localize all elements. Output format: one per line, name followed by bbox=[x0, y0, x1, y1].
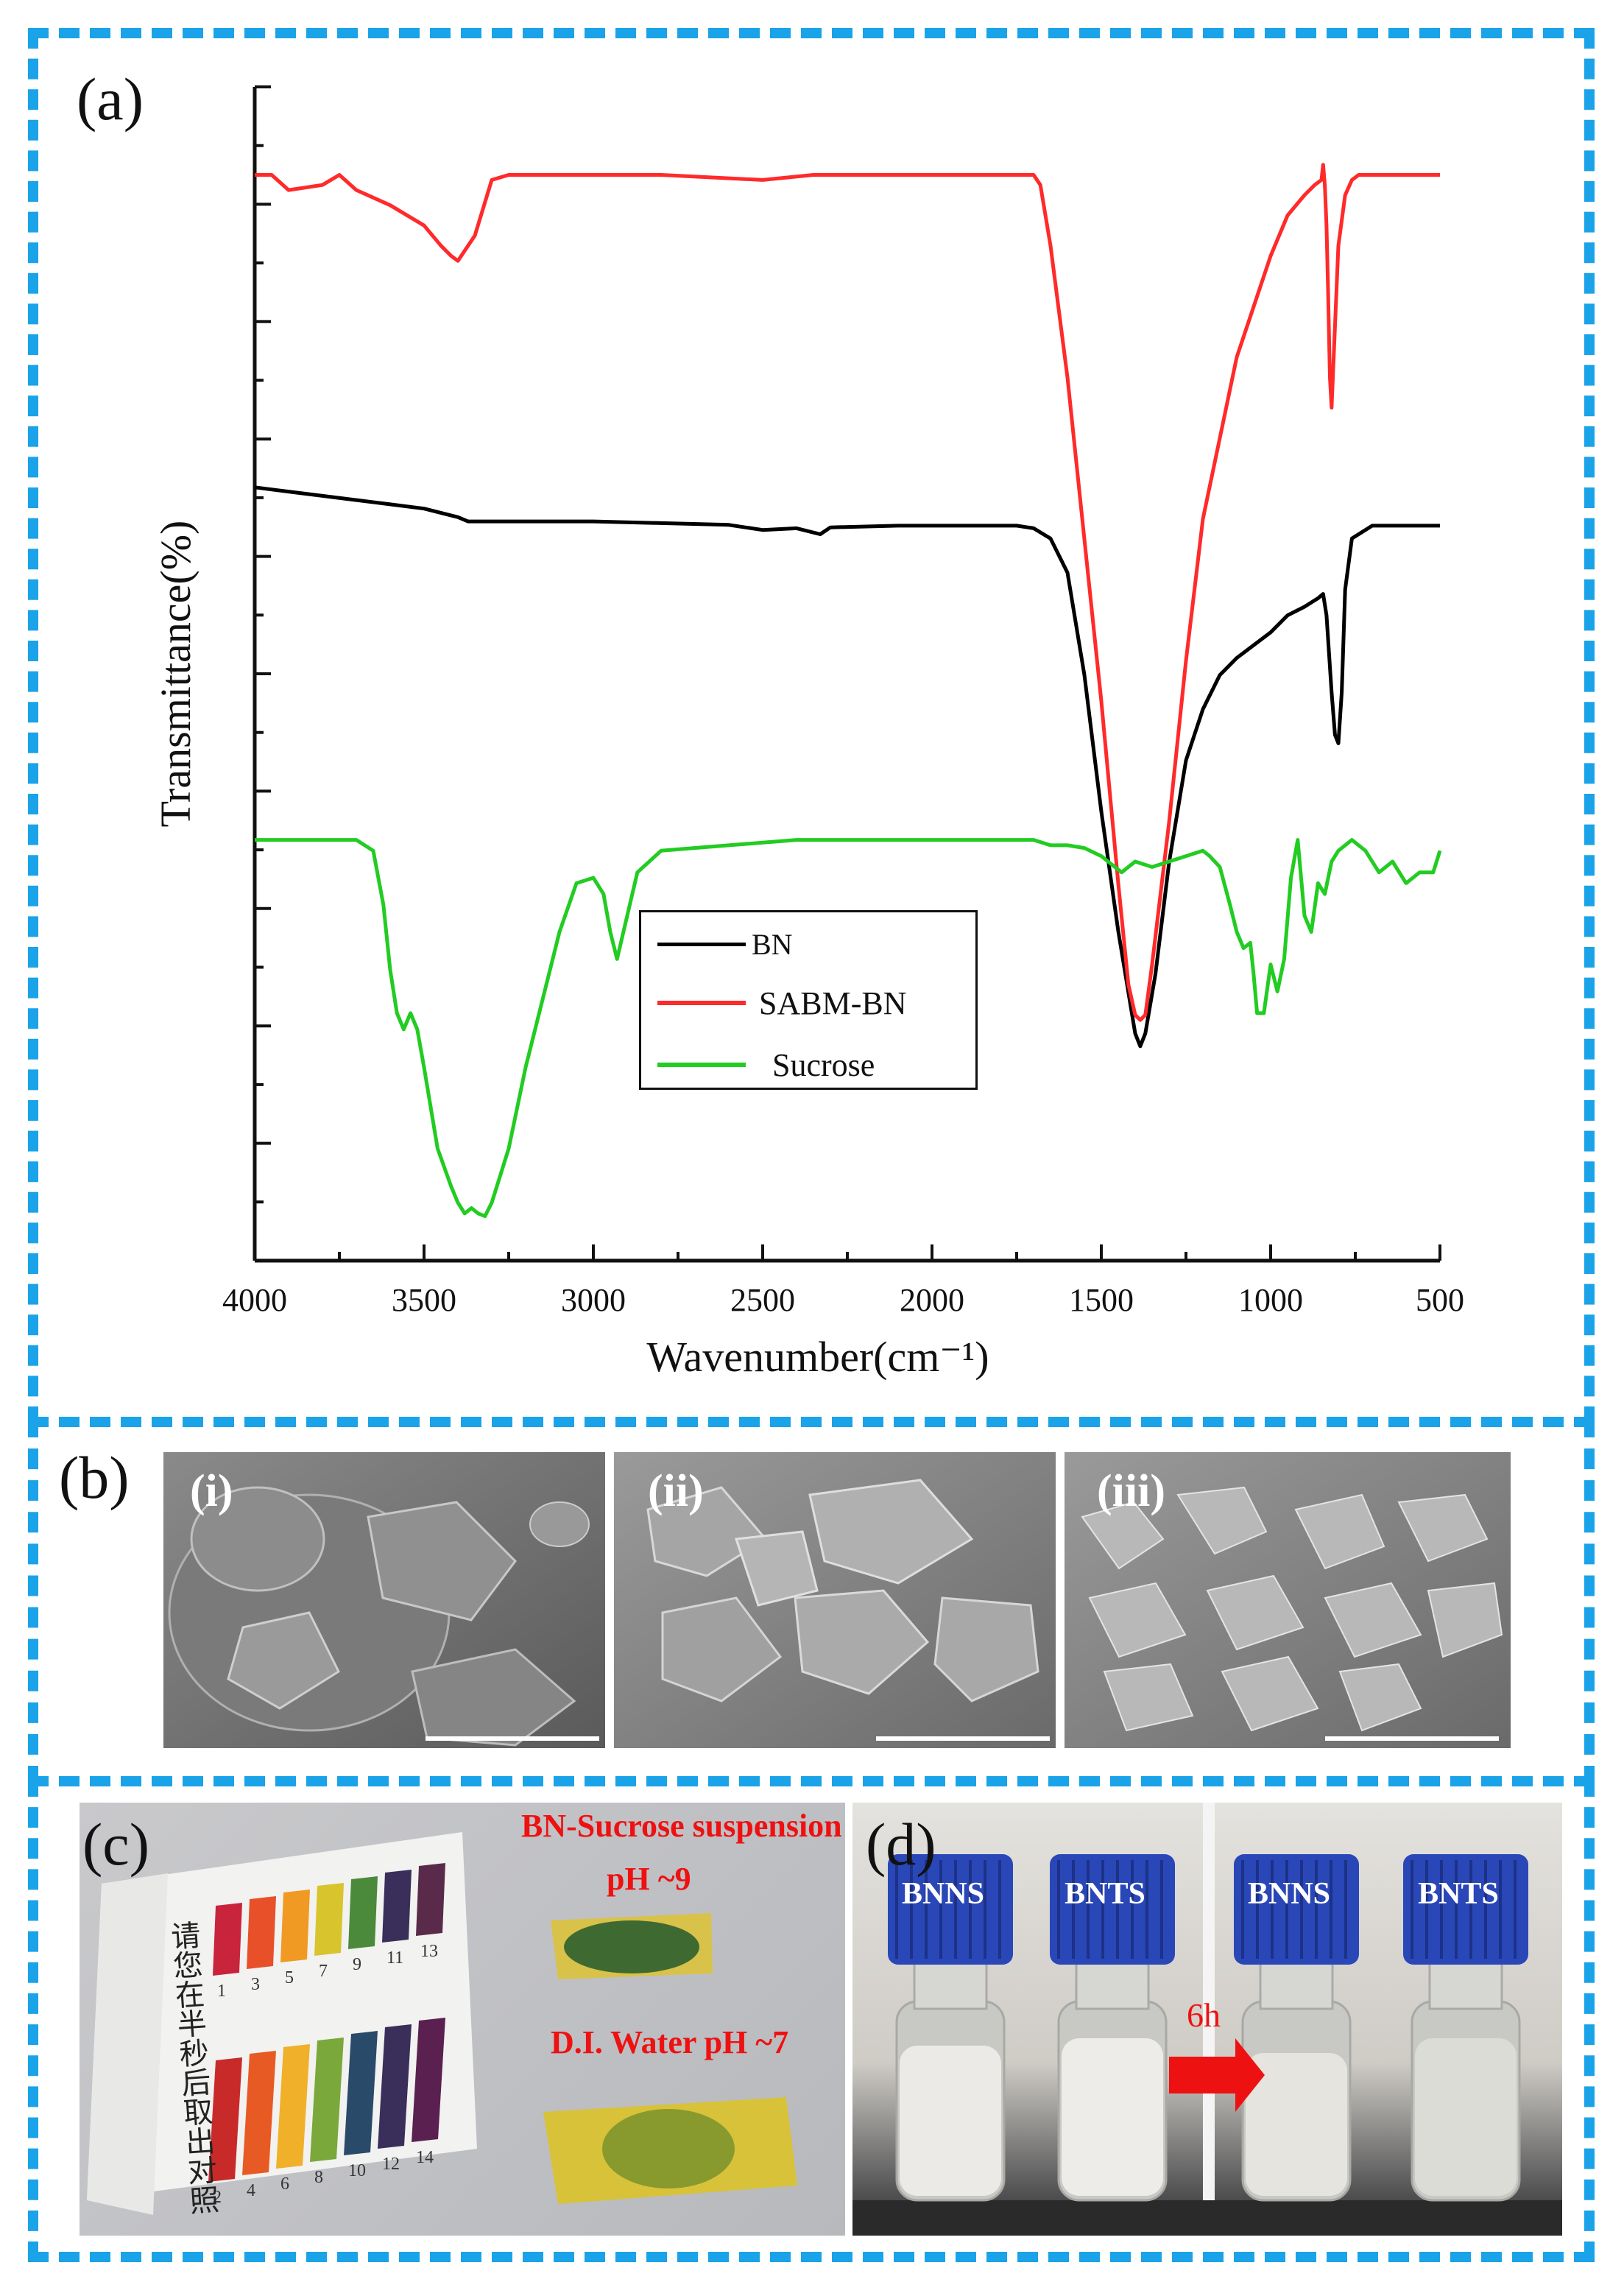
ph-row1-swatch bbox=[348, 1876, 378, 1949]
bottle-label-4: BNTS bbox=[1418, 1877, 1499, 1911]
sem-label-ii: (ii) bbox=[648, 1466, 704, 1516]
scale-bar bbox=[1325, 1736, 1499, 1741]
series-line-sucrose bbox=[255, 838, 1442, 1219]
legend-item-sucrose: Sucrose bbox=[657, 1046, 875, 1083]
bottle-label-1: BNNS bbox=[901, 1877, 985, 1911]
bottles-svg bbox=[852, 1803, 1562, 2236]
ph-row2-swatch bbox=[276, 2044, 310, 2169]
bottle-neck bbox=[913, 1956, 988, 2010]
legend-label-sabm: SABM-BN bbox=[759, 985, 907, 1021]
x-tick-label: 1000 bbox=[1238, 1282, 1303, 1318]
panel-cd-frame bbox=[28, 1776, 1595, 2262]
series-line-bn bbox=[254, 485, 1440, 1049]
ph-row1-number: 9 bbox=[353, 1955, 361, 1974]
bottle-cap bbox=[1403, 1854, 1528, 1965]
x-tick-label: 2000 bbox=[900, 1282, 964, 1318]
sem-images bbox=[163, 1452, 1511, 1748]
x-tick-label: 4000 bbox=[222, 1282, 287, 1318]
x-tick-label: 2500 bbox=[730, 1282, 795, 1318]
sem-image-ii bbox=[614, 1452, 1056, 1748]
legend-swatch-bn bbox=[657, 942, 746, 946]
bottle-cap bbox=[888, 1854, 1013, 1965]
bottle-cap bbox=[1234, 1854, 1359, 1965]
legend-label-bn: BN bbox=[752, 927, 793, 961]
ph-row1-swatch bbox=[382, 1870, 412, 1943]
bottle-neck bbox=[1259, 1956, 1334, 2010]
panel-d-label: (d) bbox=[866, 1811, 936, 1878]
strip-di-water bbox=[543, 2097, 797, 2204]
ph-row2-number: 4 bbox=[247, 2181, 255, 2200]
ph-row2-number: 6 bbox=[280, 2174, 289, 2194]
legend-swatch-sucrose bbox=[657, 1063, 746, 1067]
ph-row1-number: 1 bbox=[217, 1982, 226, 2001]
ph-row2-swatch bbox=[208, 2057, 242, 2182]
label-di-water: D.I. Water pH ~7 bbox=[551, 2024, 789, 2060]
legend-label-sucrose: Sucrose bbox=[772, 1046, 875, 1083]
panel-c-label: (c) bbox=[82, 1811, 150, 1878]
bottle-label-2: BNTS bbox=[1065, 1877, 1145, 1911]
bottle-neck bbox=[1075, 1956, 1150, 2010]
ph-row1-swatch bbox=[280, 1890, 310, 1962]
ph-row1-swatch bbox=[314, 1883, 344, 1956]
x-tick-label: 3000 bbox=[561, 1282, 626, 1318]
legend-swatch-sabm bbox=[657, 1001, 746, 1005]
ph-row1-number: 13 bbox=[420, 1942, 438, 1961]
legend-item-sabm: SABM-BN bbox=[657, 985, 907, 1021]
bottle-label-3: BNNS bbox=[1247, 1877, 1331, 1911]
bottle-liquid bbox=[1415, 2038, 1517, 2196]
sem-image-i bbox=[163, 1452, 605, 1748]
bottle-neck bbox=[1428, 1956, 1503, 2010]
ph-row1-number: 11 bbox=[386, 1948, 403, 1968]
bottle-cap bbox=[1050, 1854, 1175, 1965]
arrow-6h bbox=[1169, 2038, 1265, 2112]
ph-row2-swatch bbox=[242, 2051, 276, 2175]
strip-bn-sucrose bbox=[551, 1913, 713, 1979]
y-axis-label: Transmittance(%) bbox=[152, 521, 200, 828]
ph-row2-swatch bbox=[344, 2031, 378, 2155]
x-tick-label: 1500 bbox=[1069, 1282, 1134, 1318]
legend: BN SABM-BN Sucrose bbox=[639, 910, 978, 1090]
scale-bar bbox=[876, 1736, 1050, 1741]
bottle-liquid bbox=[1062, 2038, 1163, 2196]
scale-bar bbox=[426, 1736, 599, 1741]
label-bn-ph: pH ~9 bbox=[607, 1861, 691, 1897]
panel-a-label: (a) bbox=[77, 66, 144, 133]
ftir-chart: 4000 3500 3000 2500 2000 1500 1000 500 Wavenumbe… bbox=[152, 85, 1464, 1381]
ph-row2-number: 8 bbox=[314, 2168, 323, 2187]
ph-row1-number: 3 bbox=[251, 1975, 260, 1994]
sem-label-i: (i) bbox=[190, 1466, 233, 1516]
ph-row1-swatch bbox=[416, 1863, 445, 1936]
sem-label-iii: (iii) bbox=[1097, 1466, 1165, 1516]
ph-row2-number: 10 bbox=[348, 2161, 366, 2180]
panel-b-label: (b) bbox=[59, 1444, 130, 1511]
bottle-liquid bbox=[1246, 2053, 1347, 2196]
x-tick-label: 3500 bbox=[392, 1282, 456, 1318]
ph-row2-number: 2 bbox=[213, 2188, 222, 2207]
series-line-sabm-bn bbox=[255, 163, 1440, 1022]
ph-row2-number: 12 bbox=[382, 2155, 400, 2174]
ph-row1-number: 5 bbox=[285, 1968, 294, 1987]
ph-row1-swatch bbox=[247, 1896, 276, 1969]
sem-image-iii bbox=[1065, 1452, 1511, 1748]
arrow-label: 6h bbox=[1187, 1996, 1221, 2034]
ph-row2-swatch bbox=[378, 2024, 412, 2149]
label-bn-sucrose: BN-Sucrose suspension bbox=[521, 1808, 842, 1844]
ph-row2-number: 14 bbox=[416, 2148, 434, 2167]
ph-row2-swatch bbox=[412, 2018, 445, 2142]
ph-chart-card: 1 3 5 7 9 11 13 2 4 6 8 10 12 14 bbox=[87, 1832, 797, 2215]
ph-row2-swatch bbox=[310, 2038, 344, 2162]
x-axis-label: Wavenumber(cm⁻¹) bbox=[646, 1333, 989, 1381]
legend-item-bn: BN bbox=[657, 926, 793, 962]
x-tick-label: 500 bbox=[1416, 1282, 1464, 1318]
bottle-photo: (d) BNNS BNTS BNNS BNTS 6h bbox=[852, 1803, 1562, 2236]
ph-photo: 1 3 5 7 9 11 13 2 4 6 8 10 12 14 请您在半秒后取出对照 (c) BN-S… bbox=[80, 1803, 845, 2236]
bottle-liquid bbox=[900, 2046, 1001, 2196]
ph-row1-number: 7 bbox=[319, 1962, 328, 1981]
ph-row1-swatch bbox=[213, 1903, 242, 1976]
